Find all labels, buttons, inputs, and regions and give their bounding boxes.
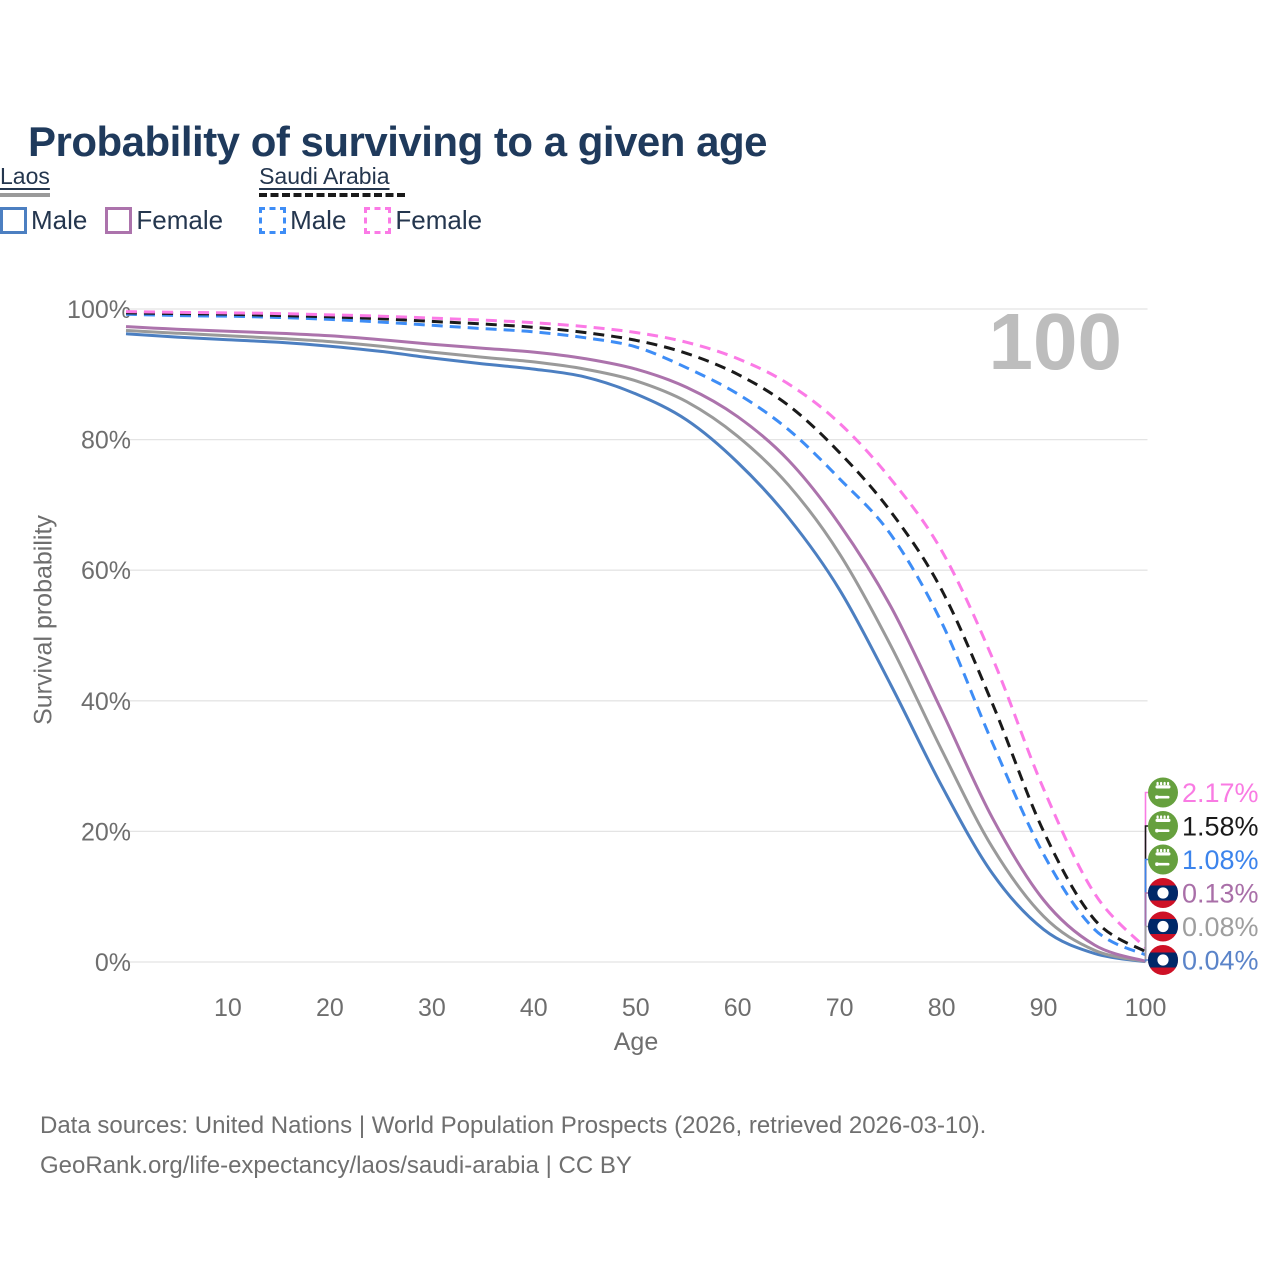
leader-line-laos-all bbox=[1144, 925, 1148, 962]
x-tick-100: 100 bbox=[1125, 994, 1167, 1022]
end-label-saudi-female: 2.17% bbox=[1144, 777, 1259, 948]
x-tick-80: 80 bbox=[928, 994, 956, 1022]
flag-icon-laos bbox=[1148, 945, 1178, 975]
y-tick-0%: 0% bbox=[95, 949, 131, 977]
end-value-laos-male: 0.04% bbox=[1182, 946, 1259, 976]
y-tick-60%: 60% bbox=[81, 557, 131, 585]
x-tick-40: 40 bbox=[520, 994, 548, 1022]
series-line-saudi-male bbox=[125, 312, 1147, 957]
saudi-all-series-swatch bbox=[259, 193, 406, 197]
laos-all-series-swatch bbox=[0, 193, 50, 197]
end-label-laos-male: 0.04% bbox=[1144, 945, 1259, 976]
end-label-saudi-male: 1.08% bbox=[1144, 844, 1259, 955]
legend-item-laos-male[interactable]: Male bbox=[0, 205, 87, 236]
end-value-laos-female: 0.13% bbox=[1182, 879, 1259, 909]
x-tick-10: 10 bbox=[214, 994, 242, 1022]
legend: Laos Male Female Saudi Arabia Male Femal… bbox=[0, 163, 482, 236]
end-value-saudi-all: 1.58% bbox=[1182, 812, 1259, 842]
end-label-laos-all: 0.08% bbox=[1144, 911, 1259, 962]
end-label-saudi-all: 1.58% bbox=[1144, 811, 1259, 952]
y-tick-80%: 80% bbox=[81, 427, 131, 455]
footer-data-sources: Data sources: United Nations | World Pop… bbox=[40, 1112, 987, 1139]
series-line-laos-female bbox=[125, 325, 1146, 963]
series-line-saudi-all bbox=[125, 311, 1147, 954]
series-line-laos-all bbox=[125, 329, 1146, 963]
flag-icon-saudi-arabia bbox=[1148, 844, 1178, 875]
legend-country-saudi-arabia: Saudi Arabia bbox=[259, 163, 390, 189]
flag-icon-laos bbox=[1148, 878, 1178, 908]
saudi-female-checkbox[interactable] bbox=[364, 207, 392, 234]
x-axis-title: Age bbox=[613, 1028, 659, 1056]
series-line-laos-male bbox=[125, 332, 1146, 964]
end-value-laos-all: 0.08% bbox=[1182, 912, 1259, 942]
x-tick-30: 30 bbox=[418, 994, 446, 1022]
saudi-male-checkbox[interactable] bbox=[259, 207, 287, 234]
laos-male-checkbox[interactable] bbox=[0, 207, 27, 234]
leader-line-laos-male bbox=[1144, 959, 1148, 962]
laos-female-label: Female bbox=[136, 205, 224, 235]
x-tick-20: 20 bbox=[316, 994, 344, 1022]
footer: Data sources: United Nations | World Pop… bbox=[40, 1106, 986, 1186]
flag-icon-laos bbox=[1148, 911, 1178, 942]
series-line-saudi-female bbox=[125, 310, 1147, 949]
y-axis-title: Survival probability bbox=[29, 515, 58, 725]
x-tick-60: 60 bbox=[724, 994, 752, 1022]
legend-group-laos: Laos Male Female bbox=[0, 163, 223, 236]
laos-female-checkbox[interactable] bbox=[105, 207, 133, 234]
end-value-saudi-male: 1.08% bbox=[1182, 845, 1259, 875]
legend-item-saudi-female[interactable]: Female bbox=[364, 205, 482, 236]
legend-item-laos-female[interactable]: Female bbox=[105, 205, 223, 236]
laos-male-label: Male bbox=[31, 205, 88, 235]
saudi-male-label: Male bbox=[290, 205, 347, 235]
saudi-female-label: Female bbox=[395, 205, 483, 235]
legend-item-saudi-male[interactable]: Male bbox=[259, 205, 346, 236]
y-tick-100%: 100% bbox=[67, 296, 131, 324]
end-label-laos-female: 0.13% bbox=[1144, 878, 1259, 962]
y-tick-20%: 20% bbox=[81, 818, 131, 846]
footer-attribution: GeoRank.org/life-expectancy/laos/saudi-a… bbox=[40, 1152, 632, 1179]
page-title: Probability of surviving to a given age bbox=[28, 118, 767, 166]
flag-icon-saudi-arabia bbox=[1148, 811, 1178, 841]
x-tick-70: 70 bbox=[826, 994, 854, 1022]
flag-icon-saudi-arabia bbox=[1148, 777, 1178, 808]
x-tick-90: 90 bbox=[1030, 994, 1058, 1022]
y-tick-40%: 40% bbox=[81, 688, 131, 716]
legend-group-saudi-arabia: Saudi Arabia Male Female bbox=[259, 163, 482, 236]
end-value-saudi-female: 2.17% bbox=[1182, 778, 1259, 808]
age-counter-watermark: 100 bbox=[989, 297, 1122, 386]
legend-country-laos: Laos bbox=[0, 163, 50, 189]
x-tick-50: 50 bbox=[622, 994, 650, 1022]
